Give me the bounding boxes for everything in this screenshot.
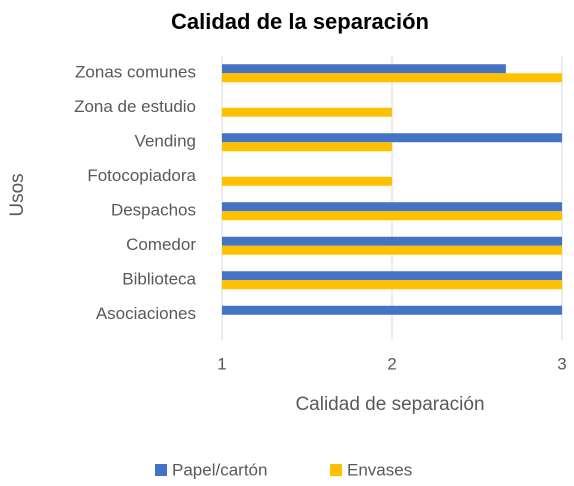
y-tick-label: Comedor [126,235,196,254]
bar [222,211,562,221]
y-tick-label: Despachos [111,201,196,220]
bar [222,202,562,212]
x-axis-title: Calidad de separación [295,394,484,415]
chart-title: Calidad de la separación [171,9,429,34]
y-tick-label: Asociaciones [96,304,196,323]
bar [222,236,562,246]
y-tick-label: Vending [135,132,196,151]
bar [222,305,562,315]
y-tick-label: Zona de estudio [74,97,196,116]
x-tick-label: 3 [557,354,566,373]
x-tick-label: 1 [217,354,226,373]
legend-label: Envases [347,460,412,479]
bar [222,73,562,83]
bar [222,176,392,186]
legend-label: Papel/cartón [172,460,267,479]
bar [222,64,506,74]
y-tick-label: Zonas comunes [75,63,196,82]
bar [222,245,562,255]
y-axis-title: Usos [7,173,28,216]
bar [222,271,562,281]
y-tick-label: Biblioteca [122,270,196,289]
bar [222,142,392,152]
bar [222,133,562,143]
y-tick-label: Fotocopiadora [87,166,196,185]
legend-swatch [155,464,167,476]
legend-swatch [330,464,342,476]
x-tick-label: 2 [387,354,396,373]
bar [222,280,562,290]
bar [222,107,392,117]
